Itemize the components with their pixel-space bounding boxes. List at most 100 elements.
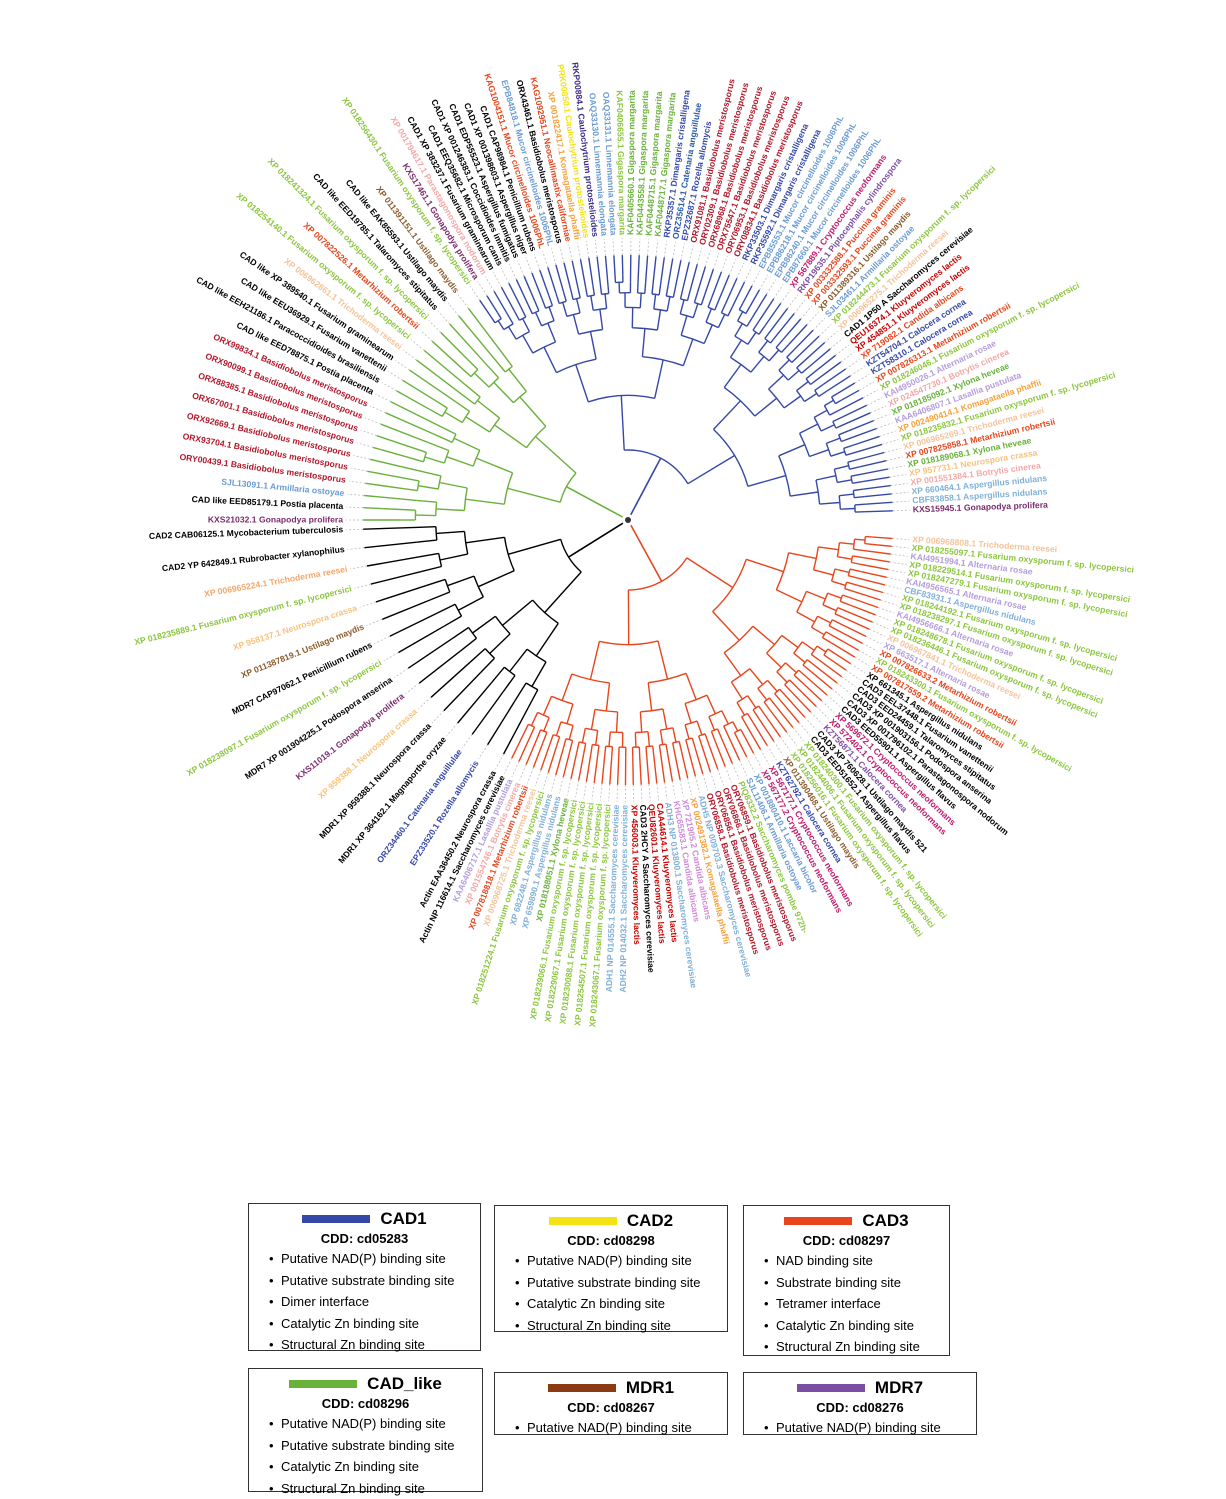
tip-leader-line [866,397,883,406]
CAD_like-node-arc [441,407,448,417]
CAD1-terminal-branch [604,255,609,284]
CAD3-terminal-branch [872,543,892,547]
CAD3-internal-branch [698,735,703,747]
CAD_like-internal-branch [535,435,577,474]
CAD3-internal-branch [589,641,601,680]
CAD3-internal-branch [590,744,593,756]
CAD3-terminal-branch [532,741,544,768]
tip-leader-line [850,663,866,674]
CAD1-internal-branch [522,334,534,354]
CAD3-internal-branch [566,703,574,724]
tip-leader-line [374,635,390,644]
tip-leader-line [428,320,442,333]
CAD_like-internal-branch [433,433,453,443]
CAD1-terminal-branch [848,419,874,432]
CAD_like-internal-branch [499,349,513,367]
CAD3-internal-branch [831,580,846,587]
CAD3-terminal-branch [707,743,719,770]
CAD3-internal-branch [638,746,641,758]
CAD1-node-arc [830,396,837,404]
tip-leader-line [405,682,420,694]
CAD1-terminal-branch [793,329,814,351]
CAD1-node-arc [734,335,749,345]
tip-leader-line [835,344,850,356]
tip-leader-line [846,669,861,681]
tip-leader-line [800,305,813,320]
CAD1-internal-branch [734,323,743,337]
tip-leader-line [550,774,557,792]
tip-leader-line [826,694,840,707]
CAD1-internal-branch [764,329,772,339]
CAD3-internal-branch [844,587,855,593]
CAD1-internal-branch [837,479,852,484]
outgroup-MDR-internal-branch [469,648,486,663]
tip-leader-line [886,576,904,582]
CAD3-internal-branch [605,682,611,712]
CAD3-internal-branch [608,731,611,747]
CAD_like-internal-branch [412,447,427,454]
CAD3-internal-branch [549,734,554,745]
CAD1-terminal-branch [667,258,674,286]
CAD3-internal-branch [752,625,775,646]
legend-cad1-swatch [302,1215,371,1223]
outgroup-MDR-internal-branch [418,552,439,558]
CAD3-internal-branch [523,723,530,735]
CAD3-internal-branch [658,745,662,756]
CAD1-node-arc [632,327,658,331]
tip-leader-line [854,373,870,384]
tip-leader-line [350,467,368,472]
CAD3-internal-branch [763,701,771,711]
tip-leader-line [680,243,685,261]
tip-leader-line [431,710,445,724]
CAD1-internal-branch [686,290,691,301]
CAD1-node-arc [503,323,514,331]
legend-cad-like-site: Putative substrate binding site [269,1435,482,1457]
tip-leader-line [393,667,409,679]
CAD_like-internal-branch [493,381,515,404]
outgroup-MDR-internal-branch [457,596,484,611]
CAD3-terminal-branch [667,754,674,782]
CAD1-terminal-branch [659,257,665,285]
outgroup-MDR-internal-branch [544,571,582,614]
CAD1-terminal-branch [855,443,883,453]
CAD1-internal-branch [547,322,557,343]
tip-leader-line [854,656,870,667]
CAD1-terminal-branch [652,256,657,284]
CAD3-internal-branch [745,558,784,573]
CAD3-node-arc [731,668,751,683]
CAD3-internal-branch [611,746,614,758]
CAD_like-internal-branch [459,366,472,378]
legend-mdr1-title: MDR1 [625,1378,675,1397]
tip-leader-line [640,784,643,802]
CAD1-internal-branch [575,298,581,314]
tip-leader-line [495,753,504,770]
tip-leader-line [346,528,364,531]
CAD_like-internal-branch [400,508,416,511]
tip-leader-line [663,240,668,258]
CAD1-node-arc [823,405,831,416]
CAD3-node-arc [864,536,866,544]
CAD3-internal-branch [852,555,863,559]
CAD3-internal-branch [583,743,587,754]
CAD3-internal-branch [732,721,739,732]
outgroup-MDR-stem-branch [568,522,624,558]
legend-mdr7-sites: Putative NAD(P) binding site [744,1417,976,1439]
legend-cad2: CAD2 CDD: cd08298 Putative NAD(P) bindin… [494,1205,728,1336]
tip-leader-line [525,257,533,274]
legend-mdr7-site: Putative NAD(P) binding site [764,1417,976,1439]
CAD3-internal-branch [749,668,764,685]
tip-leader-line [810,711,823,725]
CAD3-node-arc [741,712,748,718]
CAD3-internal-branch [595,730,599,746]
CAD3-internal-branch [561,673,573,701]
legend-cad-like-swatch [289,1380,358,1388]
CAD1-node-arc [737,320,748,327]
CAD1-internal-branch [853,488,864,492]
CAD1-internal-branch [575,364,589,403]
CAD1-internal-branch [839,493,854,497]
CAD1-internal-branch [810,377,820,386]
CAD_like-internal-branch [446,456,474,467]
CAD3-terminal-branch [562,750,571,778]
legend-cad1-site: Dimer interface [269,1291,480,1313]
tip-leader-line [461,734,473,749]
